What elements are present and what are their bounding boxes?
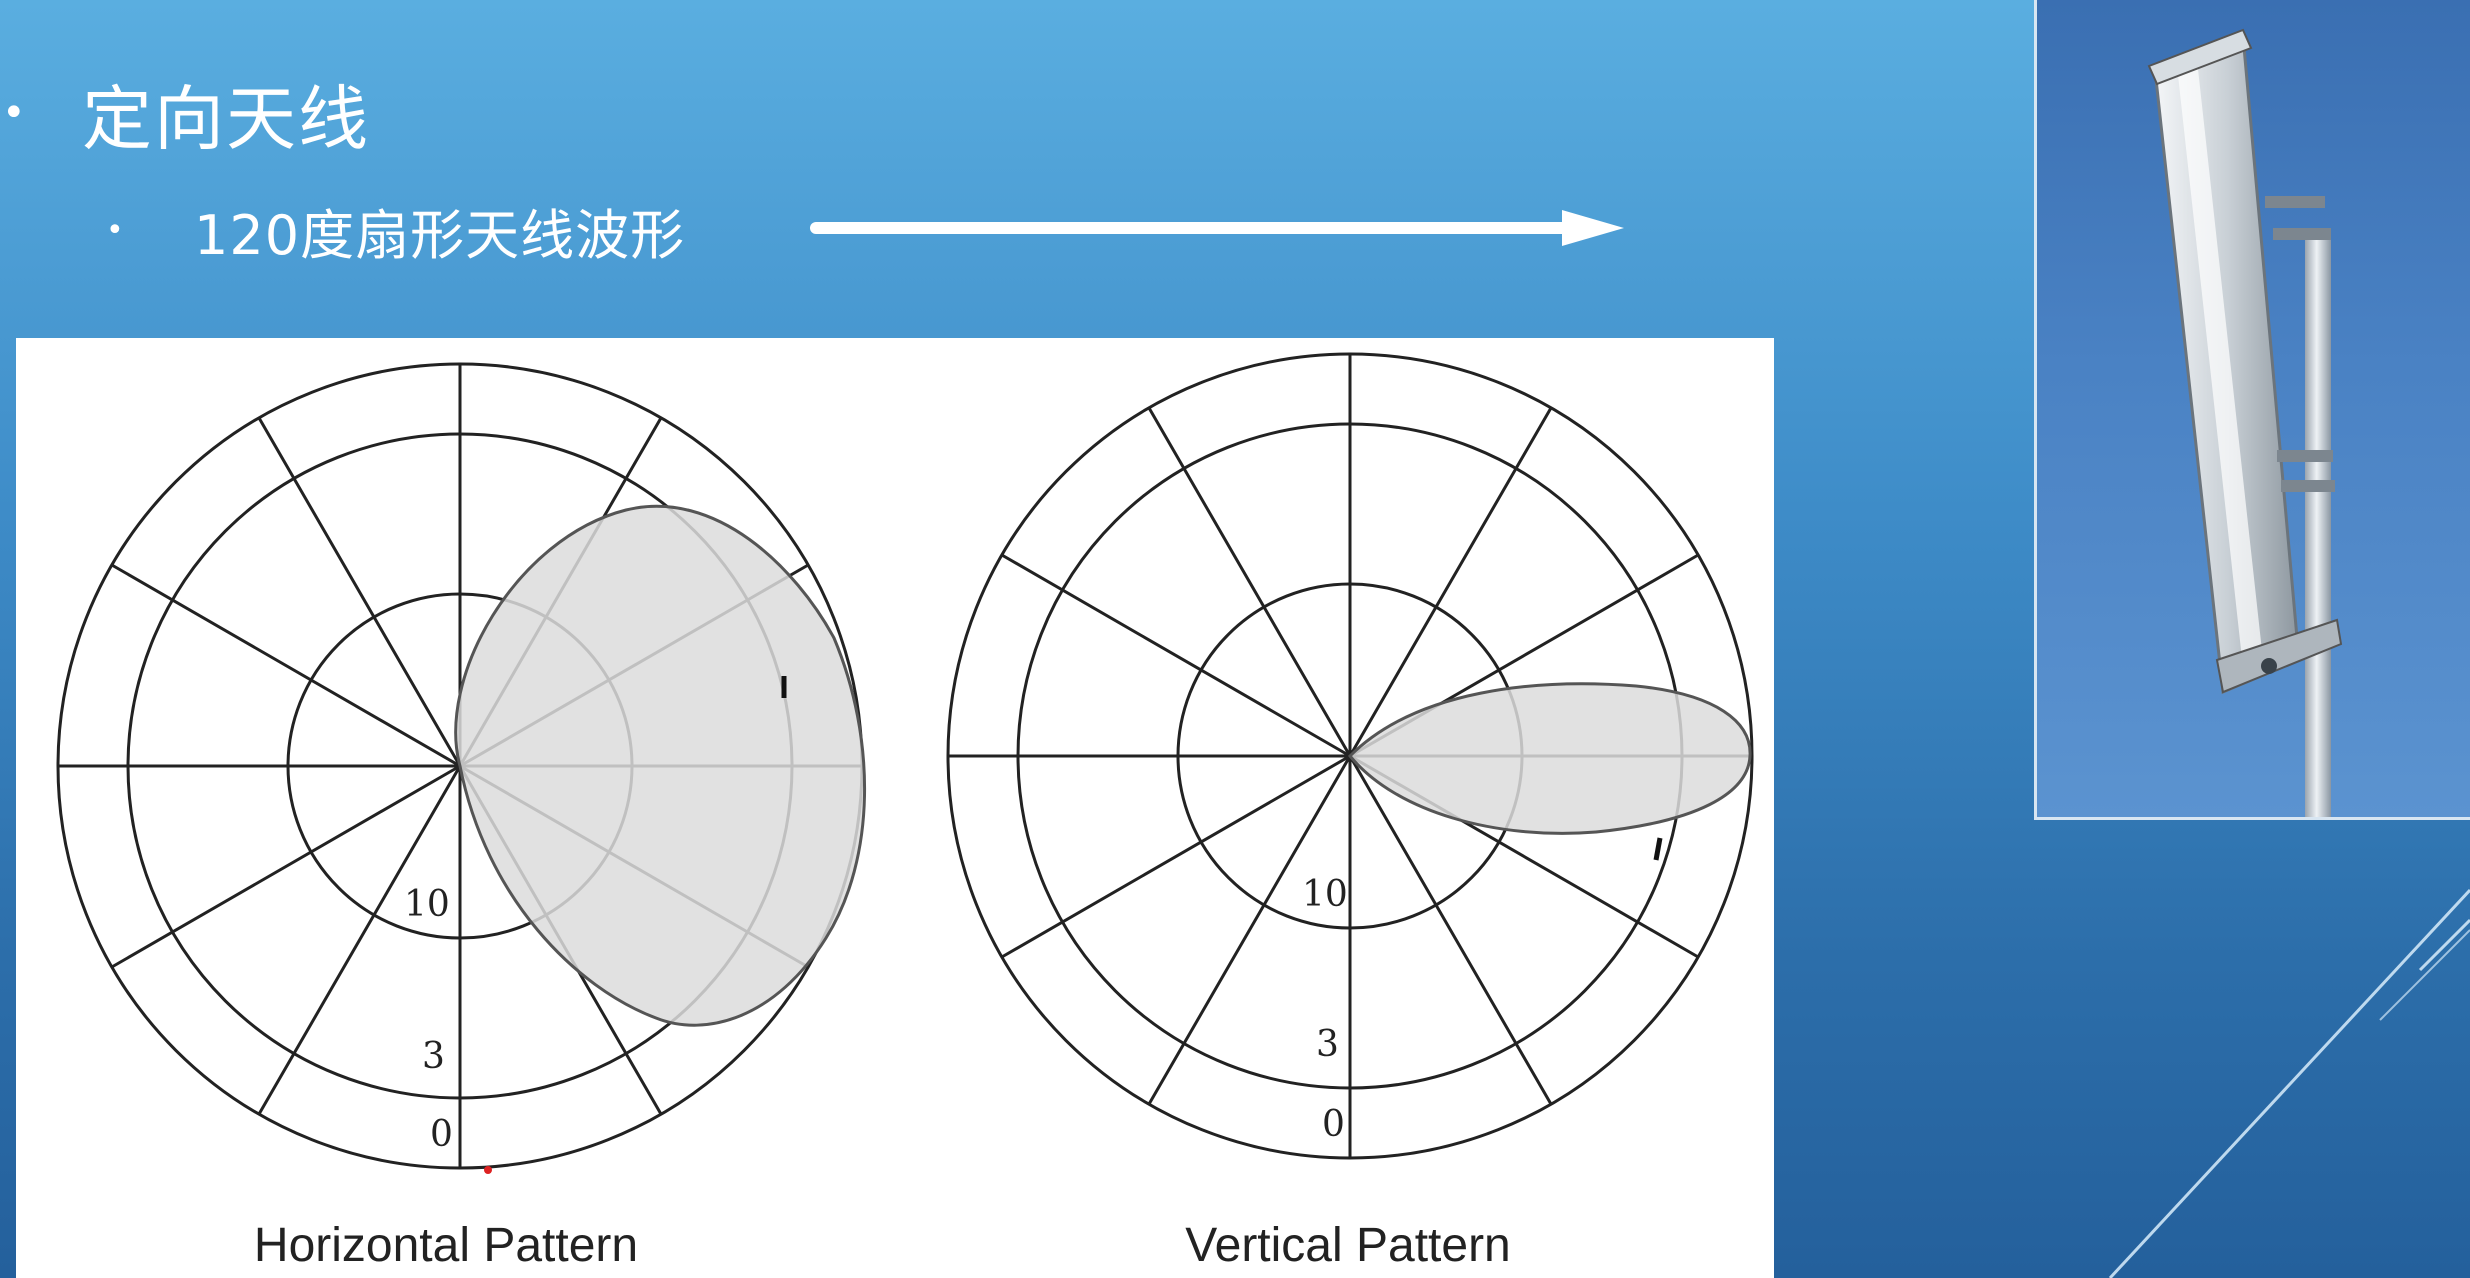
- tick-mark-right: [1653, 837, 1663, 861]
- v-grid-spoke-8: [1147, 407, 1352, 757]
- arrow-right-icon: [810, 210, 1624, 246]
- vertical-pattern-caption: Vertical Pattern: [1185, 1219, 1511, 1272]
- decorative-lines: [2108, 888, 2470, 1278]
- bullet-level1-text: 定向天线: [82, 77, 370, 160]
- ring-label-10: 10: [404, 884, 450, 925]
- v-grid-spoke-5: [1001, 754, 1351, 959]
- bullet-level2: • 120度扇形天线波形: [106, 190, 685, 270]
- antenna-pattern-diagram: 10 3 0 10 3 0: [16, 338, 1774, 1278]
- v-grid-spoke-4: [1147, 755, 1352, 1105]
- bullet-level2-text: 120度扇形天线波形: [194, 203, 686, 267]
- v-grid-spoke-2: [1348, 755, 1553, 1105]
- bullet-glyph: •: [2, 90, 26, 136]
- horizontal-pattern-caption: Horizontal Pattern: [253, 1219, 639, 1272]
- bullet-level1: • 定向天线: [0, 68, 370, 160]
- horizontal-lobe: [454, 504, 866, 1027]
- sector-antenna-image: [2147, 28, 2343, 817]
- bullet-glyph-level2: •: [106, 212, 124, 248]
- ring-label-3-right: 3: [1316, 1024, 1339, 1065]
- h-grid-spoke-4: [257, 765, 462, 1115]
- vertical-lobe: [1347, 682, 1752, 835]
- ring-label-10-right: 10: [1302, 874, 1348, 915]
- vertical-pattern-plot: 10 3 0: [946, 352, 1754, 1160]
- ring-label-3: 3: [422, 1036, 445, 1077]
- horizontal-pattern-plot: 10 3 0: [56, 362, 866, 1174]
- h-grid-spoke-7: [111, 563, 461, 768]
- v-grid-spoke-7: [1001, 553, 1351, 758]
- h-grid-spoke-5: [111, 764, 461, 969]
- h-grid-spoke-8: [257, 417, 462, 767]
- ring-label-0: 0: [430, 1114, 453, 1155]
- marker-dot: [484, 1166, 492, 1174]
- antenna-photo: [2034, 0, 2470, 820]
- ring-label-0-right: 0: [1322, 1104, 1345, 1145]
- v-grid-spoke-10: [1348, 407, 1553, 757]
- polar-plots: 10 3 0 10 3 0: [56, 352, 1754, 1174]
